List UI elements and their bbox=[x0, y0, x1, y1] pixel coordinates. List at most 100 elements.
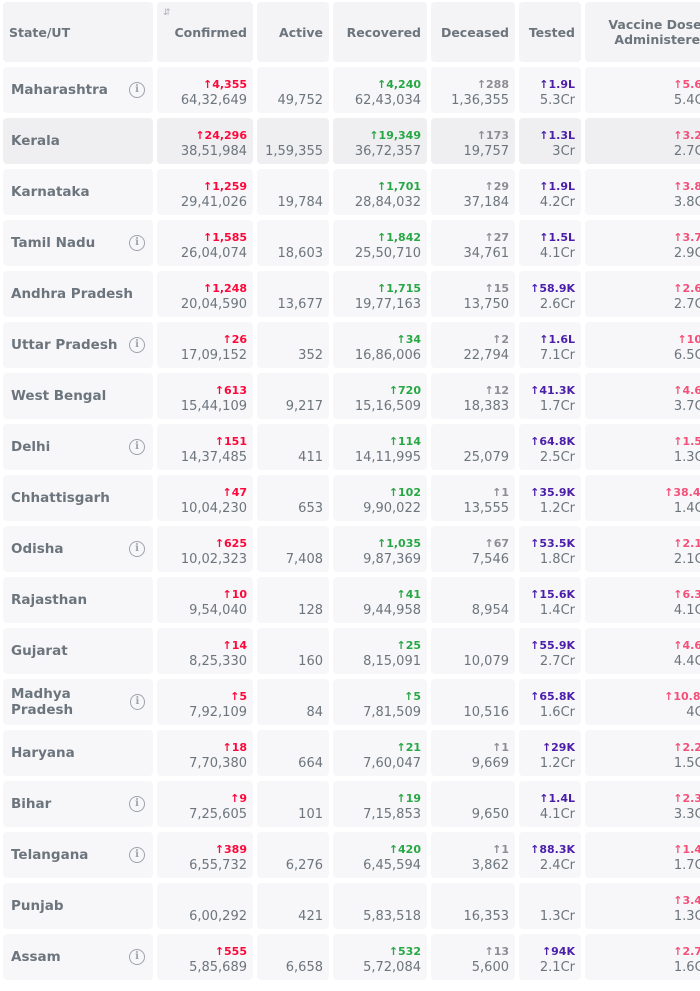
info-icon[interactable]: i bbox=[129, 847, 145, 863]
arrow-up-icon: ↑ bbox=[202, 282, 213, 295]
arrow-up-icon: ↑ bbox=[396, 792, 406, 805]
vaccine-delta-value: 10.8K bbox=[673, 690, 700, 703]
arrow-up-icon: ↑ bbox=[484, 282, 494, 295]
state-name-cell[interactable]: Madhya Pradesh i bbox=[3, 679, 153, 725]
state-name-cell[interactable]: Punjab bbox=[3, 883, 153, 929]
header-recovered[interactable]: Recovered bbox=[333, 2, 427, 62]
arrow-up-icon: ↑ bbox=[202, 231, 213, 244]
tested-cell: ↑53.5K 1.8Cr bbox=[519, 526, 581, 572]
confirmed-cell: ↑555 5,85,689 bbox=[157, 934, 253, 980]
tested-delta-value: 55.9K bbox=[539, 639, 575, 652]
state-name-cell[interactable]: Assam i bbox=[3, 934, 153, 980]
state-name-cell[interactable]: Telangana i bbox=[3, 832, 153, 878]
vaccine-delta: ↑4.6L bbox=[673, 384, 700, 398]
confirmed-delta: ↑625 bbox=[215, 537, 247, 551]
info-icon[interactable]: i bbox=[129, 82, 145, 98]
active-cell: 13,677 bbox=[257, 271, 329, 317]
info-icon[interactable]: i bbox=[129, 694, 145, 710]
arrow-up-icon: ↑ bbox=[673, 894, 683, 907]
state-name-cell[interactable]: Karnataka bbox=[3, 169, 153, 215]
info-icon[interactable]: i bbox=[129, 949, 145, 965]
recovered-value: 28,84,032 bbox=[354, 195, 421, 210]
active-cell: 653 bbox=[257, 475, 329, 521]
state-name-cell[interactable]: West Bengal bbox=[3, 373, 153, 419]
recovered-cell: ↑1,715 19,77,163 bbox=[333, 271, 427, 317]
deceased-cell: 10,079 bbox=[431, 628, 515, 674]
arrow-up-icon: ↑ bbox=[484, 384, 494, 397]
state-name-cell[interactable]: Andhra Pradesh bbox=[3, 271, 153, 317]
state-name-cell[interactable]: Rajasthan bbox=[3, 577, 153, 623]
vaccine-cell: ↑1.4L1.7Cr bbox=[585, 832, 700, 878]
arrow-up-icon: ↑ bbox=[484, 231, 494, 244]
info-icon[interactable]: i bbox=[129, 235, 145, 251]
arrow-up-icon: ↑ bbox=[376, 282, 387, 295]
arrow-up-icon: ↑ bbox=[539, 333, 549, 346]
active-value: 352 bbox=[298, 348, 323, 363]
info-icon[interactable]: i bbox=[129, 796, 145, 812]
arrow-up-icon: ↑ bbox=[673, 231, 683, 244]
arrow-up-icon: ↑ bbox=[230, 690, 240, 703]
deceased-value: 3,862 bbox=[471, 858, 509, 873]
tested-value: 4.1Cr bbox=[539, 246, 575, 261]
tested-cell: 1.3Cr bbox=[519, 883, 581, 929]
arrow-up-icon: ↑ bbox=[673, 945, 683, 958]
state-name-cell[interactable]: Odisha i bbox=[3, 526, 153, 572]
recovered-value: 6,45,594 bbox=[363, 858, 421, 873]
header-active[interactable]: Active bbox=[257, 2, 329, 62]
confirmed-cell: ↑1,248 20,04,590 bbox=[157, 271, 253, 317]
confirmed-cell: ↑47 10,04,230 bbox=[157, 475, 253, 521]
arrow-up-icon: ↑ bbox=[222, 588, 232, 601]
state-name-cell[interactable]: Bihar i bbox=[3, 781, 153, 827]
state-name-cell[interactable]: Haryana bbox=[3, 730, 153, 776]
vaccine-cell: ↑38.4K1.4Cr bbox=[585, 475, 700, 521]
recovered-delta: ↑19 bbox=[396, 792, 421, 806]
confirmed-delta: ↑389 bbox=[215, 843, 247, 857]
deceased-cell: ↑12 18,383 bbox=[431, 373, 515, 419]
vaccine-value: 1.6Cr bbox=[673, 960, 700, 975]
vaccine-delta-value: 4.6L bbox=[682, 384, 700, 397]
state-name-cell[interactable]: Uttar Pradesh i bbox=[3, 322, 153, 368]
vaccine-delta-value: 2.1L bbox=[682, 537, 700, 550]
confirmed-delta: ↑18 bbox=[222, 741, 247, 755]
arrow-up-icon: ↑ bbox=[664, 690, 674, 703]
info-icon[interactable]: i bbox=[129, 337, 145, 353]
deceased-value: 9,669 bbox=[471, 756, 509, 771]
state-name-cell[interactable]: Tamil Nadu i bbox=[3, 220, 153, 266]
deceased-delta-value: 67 bbox=[493, 537, 509, 550]
info-icon[interactable]: i bbox=[129, 541, 145, 557]
confirmed-delta-value: 1,248 bbox=[212, 282, 247, 295]
active-value: 160 bbox=[298, 654, 323, 669]
active-cell: 7,408 bbox=[257, 526, 329, 572]
header-tested[interactable]: Tested bbox=[519, 2, 581, 62]
confirmed-delta: ↑1,259 bbox=[203, 180, 247, 194]
state-name-cell[interactable]: Maharashtra i bbox=[3, 67, 153, 113]
vaccine-cell: ↑2.7L1.6Cr bbox=[585, 934, 700, 980]
sort-icon[interactable]: ⇵ bbox=[163, 8, 171, 18]
arrow-up-icon: ↑ bbox=[492, 741, 502, 754]
vaccine-cell: ↑4.6L4.4Cr bbox=[585, 628, 700, 674]
info-icon[interactable]: i bbox=[129, 439, 145, 455]
tested-value: 1.3Cr bbox=[539, 909, 575, 924]
header-vaccine[interactable]: Vaccine Doses Administered bbox=[585, 2, 700, 62]
deceased-delta-value: 1 bbox=[501, 486, 509, 499]
confirmed-cell: ↑5 7,92,109 bbox=[157, 679, 253, 725]
tested-delta: ↑55.9K bbox=[530, 639, 575, 653]
state-name-cell[interactable]: Delhi i bbox=[3, 424, 153, 470]
tested-delta-value: 1.5L bbox=[548, 231, 576, 244]
recovered-delta-value: 34 bbox=[405, 333, 421, 346]
vaccine-cell: ↑1.5L1.3Cr bbox=[585, 424, 700, 470]
vaccine-cell: ↑4.6L3.7Cr bbox=[585, 373, 700, 419]
state-name: Karnataka bbox=[11, 184, 90, 200]
state-name-cell[interactable]: Gujarat bbox=[3, 628, 153, 674]
state-name-cell[interactable]: Chhattisgarh bbox=[3, 475, 153, 521]
tested-cell: ↑1.4L 4.1Cr bbox=[519, 781, 581, 827]
header-deceased[interactable]: Deceased bbox=[431, 2, 515, 62]
tested-value: 5.3Cr bbox=[539, 93, 575, 108]
header-state[interactable]: State/UT bbox=[3, 2, 153, 62]
deceased-cell: ↑67 7,546 bbox=[431, 526, 515, 572]
state-name-cell[interactable]: Kerala bbox=[3, 118, 153, 164]
arrow-up-icon: ↑ bbox=[230, 792, 240, 805]
vaccine-value: 4Cr bbox=[686, 705, 700, 720]
vaccine-delta-value: 6.3L bbox=[682, 588, 700, 601]
header-confirmed[interactable]: ⇵ Confirmed bbox=[157, 2, 253, 62]
